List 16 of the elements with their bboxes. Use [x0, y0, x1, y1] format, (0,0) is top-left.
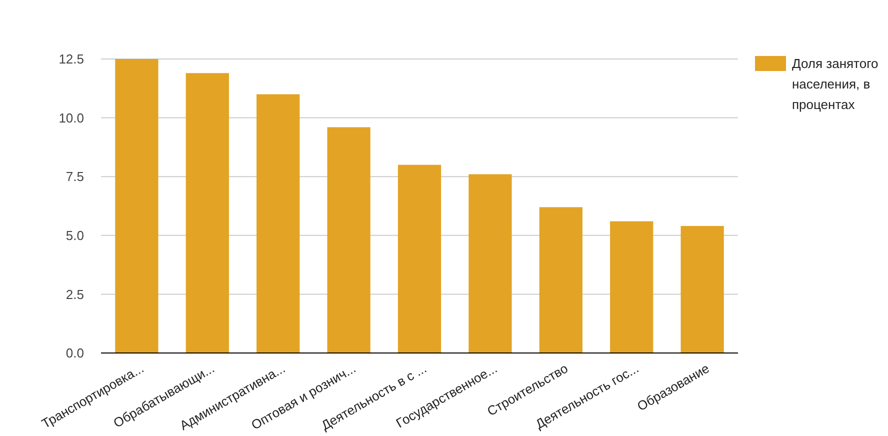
bar: [539, 207, 582, 353]
bar: [610, 221, 654, 353]
y-tick-label: 7.5: [66, 169, 84, 184]
bar: [256, 94, 300, 353]
bar: [115, 59, 158, 353]
y-tick-label: 5.0: [66, 228, 84, 243]
y-tick-label: 0.0: [66, 346, 84, 361]
y-tick-label: 10.0: [58, 110, 84, 126]
legend-label: Доля занятого населения, в процентах: [792, 56, 878, 112]
bar: [680, 226, 724, 353]
bar: [398, 164, 442, 353]
y-tick-label: 2.5: [66, 286, 84, 302]
bar: [327, 127, 370, 353]
bar: [186, 73, 229, 353]
bar: [468, 174, 512, 353]
y-tick-label: 12.5: [58, 52, 84, 67]
